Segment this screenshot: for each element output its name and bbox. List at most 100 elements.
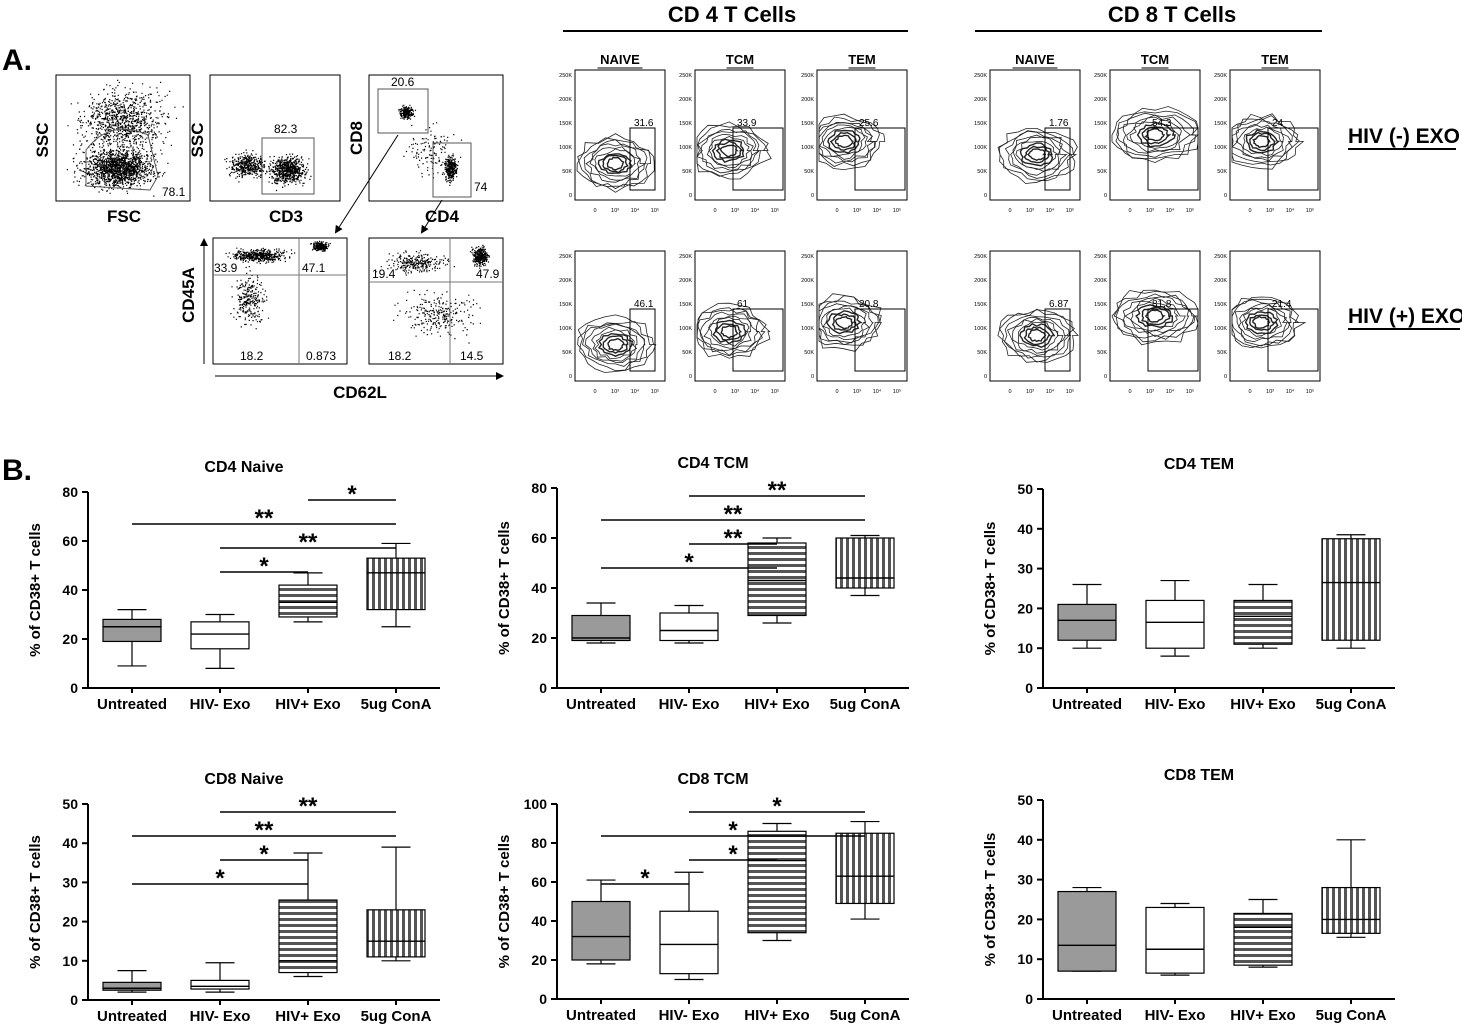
contour-line xyxy=(818,293,883,352)
plot-frame xyxy=(816,69,908,201)
contour-line xyxy=(591,326,638,362)
y-tick: 250K xyxy=(1214,73,1227,79)
box xyxy=(1145,599,1205,649)
y-tick: 50K xyxy=(1097,169,1107,175)
box xyxy=(278,584,338,618)
gating-plots: SSC FSC 78.1 SSC CD3 82.3 CD8 CD4 20.6 7… xyxy=(33,74,504,402)
y-tick-label: 0 xyxy=(539,991,547,1007)
contour-line xyxy=(582,323,645,367)
y-tick-label: 40 xyxy=(1017,521,1033,537)
contour-line xyxy=(577,137,652,190)
significance-label: * xyxy=(259,553,269,580)
contour-line xyxy=(1027,328,1047,343)
box xyxy=(278,899,338,974)
contour-line xyxy=(1243,126,1284,157)
significance-label: ** xyxy=(724,501,743,528)
contour-line xyxy=(1141,306,1171,326)
gate-value: 6.87 xyxy=(1049,299,1069,310)
contour-line xyxy=(584,322,646,364)
x-tick: 10⁴ xyxy=(1046,388,1055,395)
cd45a-label: CD45A xyxy=(179,267,198,323)
y-tick: 250K xyxy=(559,254,572,260)
x-tick: 10³ xyxy=(1146,389,1154,395)
x-tick-label: HIV+ Exo xyxy=(275,696,340,713)
y-axis-label: % of CD38+ T cells xyxy=(982,833,999,967)
y-tick: 150K xyxy=(559,302,572,308)
y-tick-label: 20 xyxy=(531,952,547,968)
row-label-hiv-neg: HIV (-) EXO xyxy=(1348,125,1460,148)
cd62l-cd4-dots-1 xyxy=(469,244,490,269)
x-tick: 10⁴ xyxy=(1286,207,1295,214)
y-tick-label: 30 xyxy=(1017,872,1033,888)
y-tick: 250K xyxy=(974,254,987,260)
event-dots xyxy=(469,244,490,269)
box xyxy=(747,542,807,617)
y-tick: 250K xyxy=(974,73,987,79)
x-tick-label: Untreated xyxy=(1052,696,1122,713)
contour-line xyxy=(999,309,1079,363)
contour-line xyxy=(1126,116,1182,153)
x-tick-label: 5ug ConA xyxy=(830,696,901,713)
contour-plot: 250K 200K 150K 100K 50K 0 0 10³ 10⁴ 10⁵ 20.8 xyxy=(801,250,908,395)
significance-label: * xyxy=(684,549,694,576)
y-tick: 50K xyxy=(562,169,572,175)
y-tick-label: 10 xyxy=(62,953,78,969)
contour-line xyxy=(696,307,767,357)
y-tick: 150K xyxy=(679,121,692,127)
chart-title: CD4 TEM xyxy=(1164,456,1234,473)
cd8-ll: 18.2 xyxy=(240,349,264,363)
contour-plot: TEM 250K 200K 150K 100K 50K 0 0 10³ 10⁴ 10⁵ 25.6 xyxy=(801,52,908,214)
x-tick: 10⁴ xyxy=(631,207,640,214)
gate-value: 46.1 xyxy=(634,299,654,310)
row-label-hiv-pos: HIV (+) EXO xyxy=(1348,305,1462,328)
y-tick: 100K xyxy=(974,145,987,151)
x-tick: 0 xyxy=(713,208,716,214)
contour-line xyxy=(1231,113,1305,170)
x-tick: 10³ xyxy=(611,208,619,214)
y-tick: 50K xyxy=(977,350,987,356)
contour-plot: TCM 250K 200K 150K 100K 50K 0 0 10³ 10⁴ 10⁵ 33.9 xyxy=(679,52,786,214)
contour-line xyxy=(1019,322,1056,348)
y-tick: 200K xyxy=(1214,97,1227,103)
box xyxy=(102,981,162,991)
cd4-cd8-dots-cd8 xyxy=(398,104,417,120)
y-tick-label: 30 xyxy=(62,874,78,890)
y-tick: 100K xyxy=(1214,145,1227,151)
x-tick-label: HIV- Exo xyxy=(1145,1007,1206,1024)
x-tick-label: HIV- Exo xyxy=(190,1008,251,1024)
contour-line xyxy=(997,128,1078,184)
contour-plot: 250K 200K 150K 100K 50K 0 0 10³ 10⁴ 10⁵ 81.8 xyxy=(1094,250,1201,395)
significance-label: * xyxy=(215,865,225,892)
y-tick-label: 30 xyxy=(1017,561,1033,577)
y-tick: 150K xyxy=(1214,121,1227,127)
x-tick: 10³ xyxy=(1026,389,1034,395)
cd8-label: CD8 xyxy=(347,121,366,155)
x-tick: 10⁵ xyxy=(771,207,779,214)
x-tick-label: 5ug ConA xyxy=(361,1008,432,1024)
contour-line xyxy=(834,315,855,330)
y-tick: 0 xyxy=(689,374,692,380)
significance-label: ** xyxy=(724,525,743,552)
box xyxy=(366,909,426,958)
x-tick: 10⁵ xyxy=(1186,388,1194,395)
gate-box xyxy=(1267,127,1319,191)
contour-line xyxy=(1116,112,1196,158)
plot-frame xyxy=(694,250,786,382)
y-tick-label: 80 xyxy=(62,484,78,500)
subset-label: TCM xyxy=(1141,52,1169,67)
y-tick-label: 0 xyxy=(1025,680,1033,696)
x-tick-label: 5ug ConA xyxy=(361,696,432,713)
y-tick-label: 0 xyxy=(1025,991,1033,1007)
contour-line xyxy=(594,329,638,360)
contour-line xyxy=(589,146,641,181)
y-tick: 0 xyxy=(1224,374,1227,380)
y-tick-label: 10 xyxy=(1017,640,1033,656)
contour-line xyxy=(708,316,750,347)
y-tick: 100K xyxy=(1094,145,1107,151)
y-tick: 200K xyxy=(559,278,572,284)
x-tick: 0 xyxy=(1248,389,1251,395)
event-dots xyxy=(264,153,312,192)
subset-label: NAIVE xyxy=(1015,52,1055,67)
y-tick-label: 40 xyxy=(62,835,78,851)
contour-line xyxy=(1129,121,1180,149)
